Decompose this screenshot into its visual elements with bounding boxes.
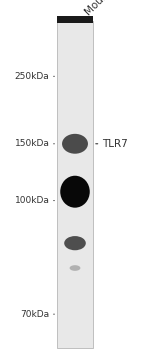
Ellipse shape [70,265,80,271]
Text: Mouse liver: Mouse liver [83,0,132,18]
Text: 150kDa: 150kDa [15,139,50,148]
Ellipse shape [62,134,88,154]
Text: 250kDa: 250kDa [15,72,50,81]
Bar [57,21,93,348]
Bar [57,16,93,23]
Text: TLR7: TLR7 [102,139,128,149]
Text: 70kDa: 70kDa [20,310,50,319]
Ellipse shape [64,236,86,250]
Text: 100kDa: 100kDa [15,196,50,205]
Ellipse shape [60,176,90,208]
